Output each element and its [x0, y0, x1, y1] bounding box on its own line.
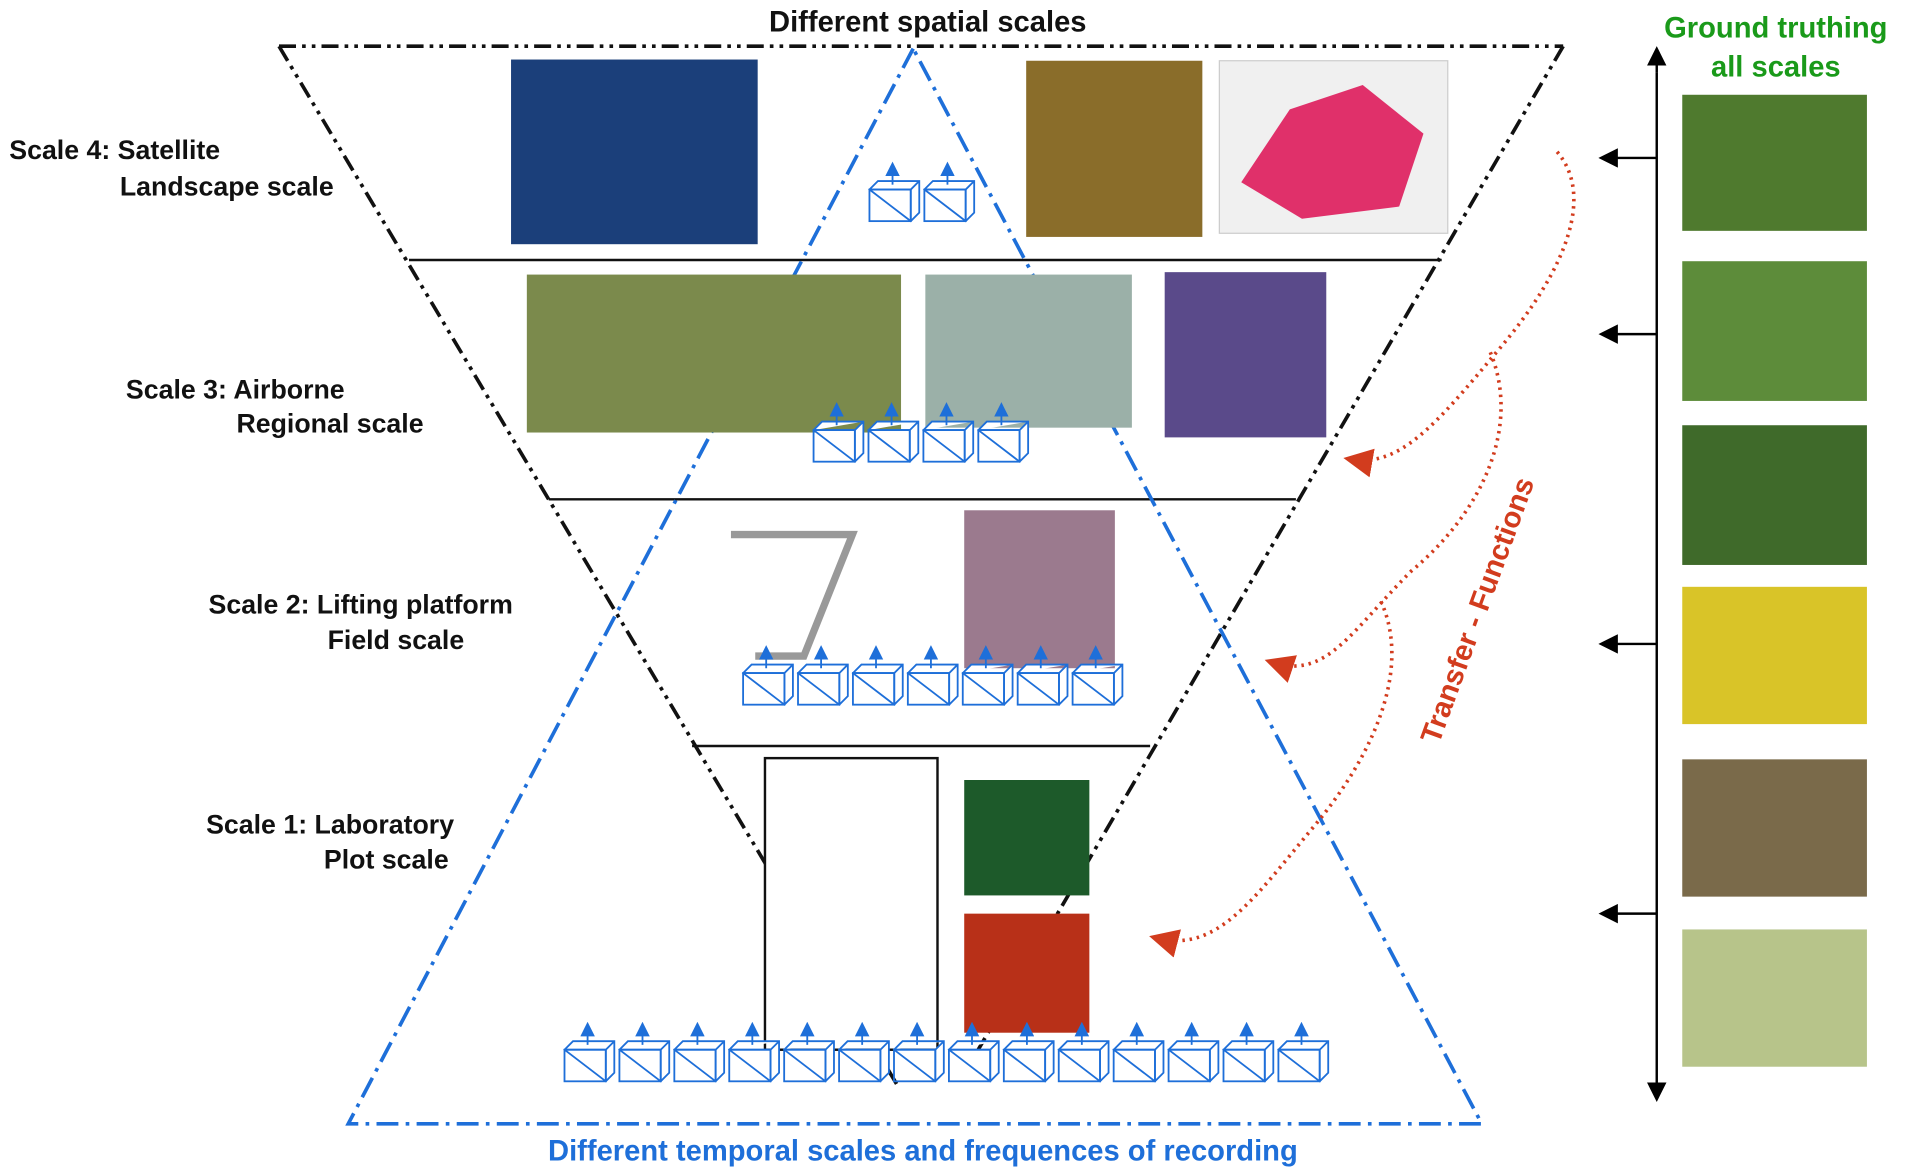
sensor-box	[1057, 1040, 1110, 1083]
footer: Different temporal scales and frequences…	[548, 1135, 1298, 1167]
sensor-box	[961, 663, 1014, 706]
sensor-box	[783, 1048, 827, 1083]
ground-truth-title: Ground truthing	[1664, 13, 1887, 45]
scale-type: Regional scale	[236, 409, 423, 439]
sensor-box	[1057, 1048, 1101, 1083]
sensor-box	[867, 429, 911, 463]
sensor-box	[1167, 1040, 1220, 1083]
sensor-box	[618, 1040, 671, 1083]
sensor-box	[1112, 1040, 1165, 1083]
scale-type: Field scale	[328, 625, 465, 655]
sensor-box	[838, 1048, 882, 1083]
sensor-box	[1002, 1040, 1055, 1083]
scale-name: Scale 1: Laboratory	[206, 809, 454, 839]
sensor-box	[961, 672, 1005, 706]
sensor-box	[893, 1048, 937, 1083]
sensor-box	[742, 672, 786, 706]
scale-name: Scale 4: Satellite	[9, 135, 220, 165]
transfer-curves	[1149, 150, 1576, 958]
sensor-box	[673, 1048, 717, 1083]
sensor-box	[1071, 663, 1124, 706]
title: Different spatial scales	[769, 7, 1086, 39]
sensor-box	[618, 1048, 662, 1083]
sensor-box	[868, 188, 912, 223]
scale-name: Scale 3: Airborne	[126, 375, 345, 405]
sensor-box	[1167, 1048, 1211, 1083]
sensor-box	[1112, 1048, 1156, 1083]
sensor-box	[851, 663, 904, 706]
temporal-triangle	[345, 44, 1485, 1126]
sensor-box	[977, 429, 1021, 463]
sensor-box	[922, 180, 976, 223]
spatial-triangle	[277, 44, 1565, 1089]
sensor-box	[906, 672, 951, 706]
sensor-box	[868, 180, 921, 223]
sensor-box	[741, 663, 794, 706]
scale-type: Plot scale	[324, 845, 449, 875]
ground-truth-photos	[1682, 94, 1867, 1067]
sensor-box	[812, 429, 856, 463]
sensor-box	[797, 672, 841, 706]
sensor-boxes	[563, 161, 1330, 1083]
ground-truth-arrows	[1598, 46, 1667, 1102]
sensor-box	[1016, 663, 1069, 706]
sensor-box	[947, 1040, 1000, 1083]
images	[511, 59, 1449, 1051]
sensor-box	[1277, 1040, 1330, 1083]
sensor-box	[728, 1048, 772, 1083]
scale-type: Landscape scale	[120, 172, 334, 202]
sensor-box	[923, 188, 967, 223]
sensor-box	[563, 1040, 616, 1083]
transfer-label: Transfer - Functions	[1415, 473, 1541, 747]
sensor-box	[948, 1048, 992, 1083]
sensor-box	[563, 1048, 607, 1083]
sensor-box	[1002, 1048, 1047, 1083]
sensor-box	[906, 663, 959, 706]
sensor-box	[1277, 1048, 1321, 1083]
sensor-box	[852, 672, 896, 706]
sensor-box	[1016, 672, 1060, 706]
separators	[408, 258, 1442, 748]
sensor-box	[1222, 1048, 1266, 1083]
sensor-box	[1222, 1040, 1275, 1083]
sensor-box	[796, 663, 849, 706]
sensor-box	[1071, 672, 1115, 706]
sensor-box	[922, 429, 966, 463]
scale-name: Scale 2: Lifting platform	[209, 590, 513, 620]
ground-truth-title: all scales	[1711, 52, 1841, 84]
sensor-box	[672, 1040, 726, 1083]
